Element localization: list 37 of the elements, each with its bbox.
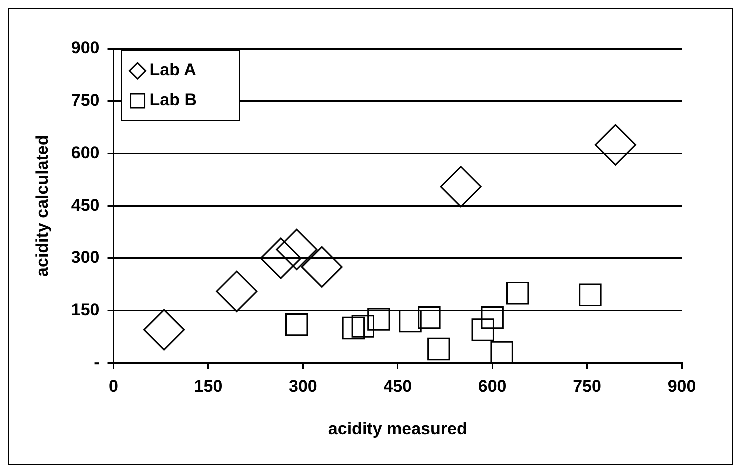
point [342,316,366,340]
y-tick-label: 750 [71,91,100,110]
point [368,308,390,331]
point [481,306,504,330]
point [144,309,186,351]
point [216,270,258,312]
y-tick-label: - [94,352,100,372]
y-axis-title: acidity calculated [32,135,52,277]
point [276,228,318,270]
x-tick-label: 150 [194,377,223,396]
point [418,306,441,330]
x-tick-label: 450 [384,377,412,396]
x-tick-label: 0 [109,377,118,396]
x-tick-label: 750 [573,377,602,396]
point [472,318,494,342]
point [594,124,636,166]
point [440,166,482,208]
point [428,338,450,361]
point [352,315,375,338]
point [260,238,302,280]
y-tick-label: 150 [71,300,100,320]
y-tick-label: 450 [71,196,100,215]
legend-label: Lab B [150,90,197,110]
point [490,341,514,364]
point [506,282,530,305]
x-axis-title: acidity measured [328,419,468,438]
point [579,284,602,306]
point [399,310,422,333]
point [301,246,343,288]
point [286,313,308,336]
x-tick-label: 900 [668,377,696,396]
legend-label: Lab A [150,60,196,80]
y-tick-label: 600 [71,143,100,162]
y-tick-label: 300 [71,248,100,268]
x-tick-label: 600 [478,377,507,396]
y-tick-label: 900 [71,38,100,58]
x-tick-label: 300 [288,377,318,396]
